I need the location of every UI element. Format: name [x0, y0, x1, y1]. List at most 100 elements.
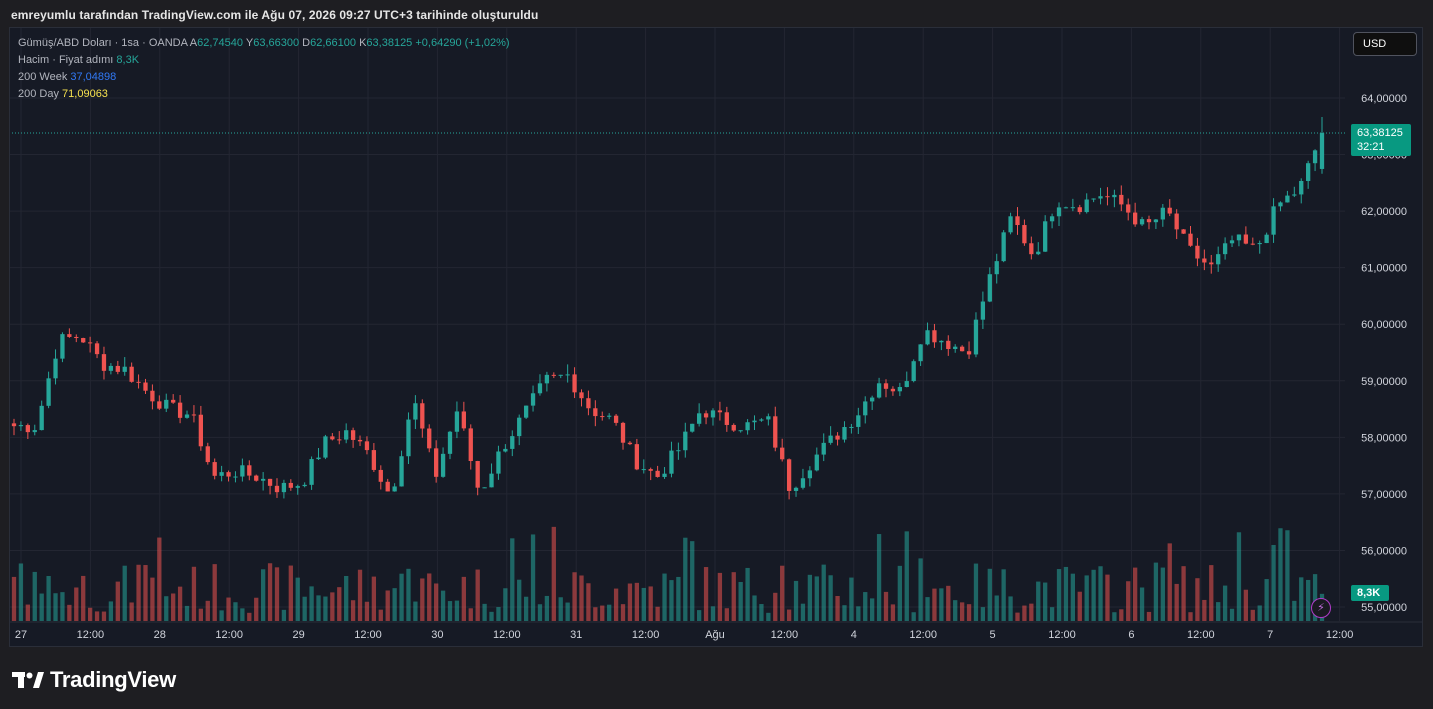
candlesticks — [11, 117, 1325, 500]
volume-bar — [274, 567, 280, 621]
candle-body — [724, 412, 729, 425]
candle-body — [696, 413, 702, 424]
volume-bar — [1112, 612, 1117, 621]
chart-frame[interactable] — [9, 27, 1423, 647]
candle-body — [613, 415, 619, 423]
candle-body — [738, 430, 743, 432]
volume-bar — [593, 607, 598, 621]
volume-bar — [420, 578, 425, 621]
candle-body — [108, 365, 114, 371]
volume-bar — [1202, 599, 1207, 621]
candle-body — [87, 342, 93, 344]
candle-body — [703, 413, 709, 418]
volume-bar — [904, 531, 909, 621]
volume-bar — [427, 573, 432, 621]
volume-bar — [966, 604, 972, 621]
volume-bar — [184, 605, 190, 621]
candle-body — [39, 405, 44, 431]
volume-bar — [503, 588, 508, 621]
volume-bar — [856, 606, 861, 621]
volume-bar — [911, 612, 916, 621]
candle-body — [1084, 199, 1089, 213]
candle-body — [115, 365, 120, 372]
volume-bar — [157, 537, 162, 621]
tradingview-logo[interactable]: TradingView — [12, 667, 176, 693]
volume-bar — [890, 604, 896, 621]
candle-body — [364, 441, 370, 451]
candle-body — [143, 382, 148, 391]
close-label: K — [359, 37, 367, 49]
candle-body — [1098, 196, 1103, 199]
legend-ohlc-row[interactable]: Gümüş/ABD Doları · 1sa · OANDA A62,74540… — [18, 35, 510, 52]
candle-body — [420, 403, 425, 429]
time-tick-label: 12:00 — [632, 629, 660, 641]
volume-bar — [447, 601, 453, 621]
candle-body — [1257, 243, 1262, 245]
volume-bar — [523, 596, 529, 621]
volume-bar — [980, 607, 986, 621]
symbol-label[interactable]: Gümüş/ABD Doları · 1sa · OANDA — [18, 37, 188, 49]
volume-bar — [1257, 605, 1262, 621]
volume-bar — [530, 534, 536, 621]
volume-bar — [101, 611, 107, 621]
volume-bar — [586, 583, 591, 621]
time-tick-label: 7 — [1267, 629, 1273, 641]
candle-body — [565, 374, 570, 376]
candle-body — [1209, 262, 1214, 265]
candle-body — [1174, 213, 1179, 230]
volume-bar — [1160, 567, 1165, 621]
volume-bar — [1015, 612, 1020, 621]
candle-body — [517, 417, 522, 437]
volume-bar — [226, 597, 231, 621]
ma-day-label: 200 Day — [18, 88, 59, 100]
candle-body — [897, 387, 902, 392]
volume-bar — [717, 572, 723, 621]
candle-body — [1105, 196, 1110, 198]
candle-body — [309, 459, 314, 485]
candle-body — [1015, 216, 1020, 226]
volume-bar — [1167, 543, 1172, 621]
lightning-bolt-icon[interactable]: ⚡ — [1311, 598, 1331, 618]
volume-bar — [766, 612, 771, 621]
legend-ma-week-row[interactable]: 200 Week 37,04898 — [18, 69, 510, 86]
candle-body — [800, 478, 806, 488]
candle-body — [177, 402, 183, 418]
legend-ma-day-row[interactable]: 200 Day 71,09063 — [18, 86, 510, 103]
candle-body — [1195, 245, 1200, 259]
volume-bar — [558, 597, 563, 621]
volume-bar — [344, 576, 349, 621]
volume-bar — [25, 604, 30, 621]
price-tick-label: 55,00000 — [1361, 602, 1407, 614]
volume-bar — [1250, 609, 1255, 621]
volume-bar — [1063, 566, 1069, 621]
volume-bar — [434, 583, 439, 621]
candle-body — [212, 462, 217, 476]
volume-bar — [1216, 602, 1221, 621]
volume-bar — [164, 596, 169, 621]
candle-body — [828, 435, 833, 443]
legend-volume-row[interactable]: Hacim · Fiyat adımı 8,3K — [18, 52, 510, 69]
candle-body — [980, 301, 986, 320]
candle-body — [1126, 204, 1131, 213]
time-tick-label: 6 — [1128, 629, 1134, 641]
volume-bar — [551, 526, 556, 621]
volume-bar — [1036, 581, 1041, 621]
volume-bar — [11, 576, 17, 621]
volume-bar — [406, 568, 411, 621]
volume-bar — [849, 577, 854, 621]
currency-button[interactable]: USD — [1353, 32, 1417, 56]
candle-body — [496, 451, 501, 474]
volume-bar — [316, 595, 321, 621]
volume-bar — [489, 611, 494, 621]
candle-body — [807, 470, 813, 479]
volume-bar — [482, 603, 487, 621]
volume-bar — [205, 600, 210, 621]
price-tick-label: 62,00000 — [1361, 206, 1407, 218]
top-bar: emreyumlu tarafından TradingView.com ile… — [0, 0, 1433, 28]
volume-bar — [1222, 585, 1228, 621]
volume-bar — [392, 588, 397, 621]
volume-bar — [510, 538, 515, 621]
candle-body — [1236, 234, 1242, 241]
volume-bar — [385, 590, 390, 621]
